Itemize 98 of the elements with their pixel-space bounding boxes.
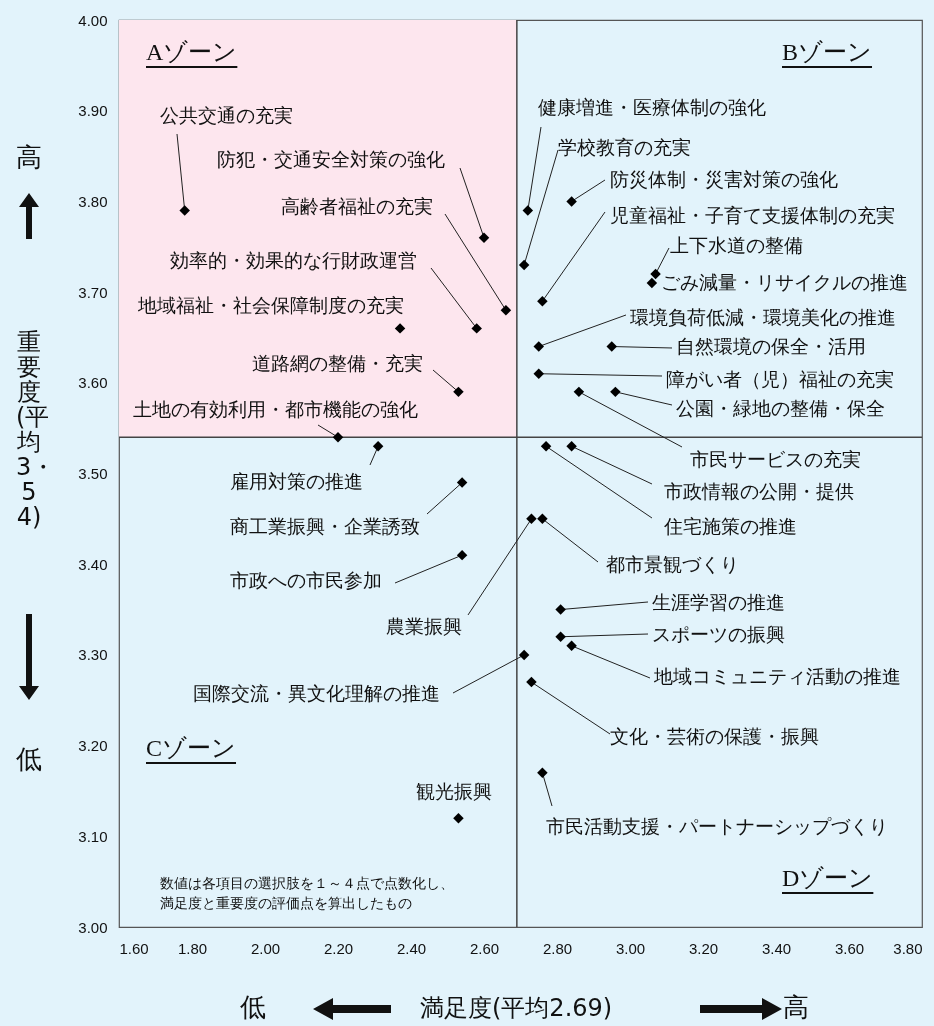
point xyxy=(500,305,512,316)
point xyxy=(179,205,190,216)
annotation: 障がい者（児）福祉の充実 xyxy=(666,368,894,390)
annotation: 国際交流・異文化理解の推進 xyxy=(193,682,440,704)
y-tick-label: 3.30 xyxy=(78,646,108,664)
annotation: 市民サービスの充実 xyxy=(690,448,861,470)
annotation: 防犯・交通安全対策の強化 xyxy=(217,148,445,170)
point xyxy=(526,513,537,525)
x-tick-label: 1.60 xyxy=(119,939,149,957)
y-tick-label: 3.90 xyxy=(78,102,108,120)
point xyxy=(537,295,548,307)
point xyxy=(478,232,490,243)
point xyxy=(537,513,548,525)
annotation: 自然環境の保全・活用 xyxy=(676,335,866,357)
point xyxy=(573,386,585,398)
point xyxy=(522,205,534,216)
x-axis-title: 満足度(平均2.69) xyxy=(420,993,613,1024)
x-tick-label: 1.80 xyxy=(177,939,208,957)
annotation: 健康増進・医療体制の強化 xyxy=(538,96,766,118)
point xyxy=(526,676,537,688)
point xyxy=(537,767,548,779)
annotation: 市政情報の公開・提供 xyxy=(664,480,854,502)
annotation: 文化・芸術の保護・振興 xyxy=(610,725,819,747)
annotation: スポーツの振興 xyxy=(652,623,785,645)
annotation: 農業振興 xyxy=(386,615,462,637)
y-tick-label: 3.10 xyxy=(78,827,108,845)
y-tick-label: 3.20 xyxy=(78,737,108,755)
annotation: 市政への市民参加 xyxy=(230,569,382,591)
text: 低 xyxy=(240,991,266,1024)
annotation: 防災体制・災害対策の強化 xyxy=(610,168,838,190)
point xyxy=(555,604,566,615)
point xyxy=(533,368,544,379)
x-tick-label: 2.00 xyxy=(250,939,281,957)
x-tick-label: 3.80 xyxy=(893,939,923,957)
x-tick-label: 2.80 xyxy=(542,939,573,957)
y-tick-label: 3.70 xyxy=(78,283,108,301)
y-tick-label: 3.40 xyxy=(78,555,108,573)
annotation: 高齢者福祉の充実 xyxy=(281,195,433,217)
point xyxy=(646,277,658,289)
y-tick-label: 3.60 xyxy=(78,374,108,392)
point xyxy=(372,441,384,452)
annotation: Aゾーン xyxy=(146,38,238,67)
point xyxy=(518,259,530,271)
y-tick-label: 3.80 xyxy=(78,192,108,210)
x-tick-label: 3.20 xyxy=(688,939,719,957)
x-tick-label: 3.00 xyxy=(615,939,646,957)
point xyxy=(566,196,577,207)
y-tick-label: 3.50 xyxy=(78,465,108,482)
annotation: 雇用対策の推進 xyxy=(230,470,363,492)
annotation: 児童福祉・子育て支援体制の充実 xyxy=(610,204,895,226)
annotation: 土地の有効利用・都市機能の強化 xyxy=(133,398,418,420)
annotation: 住宅施策の推進 xyxy=(663,515,797,537)
x-tick-label: 2.40 xyxy=(396,939,427,957)
text: 高 xyxy=(783,991,809,1024)
point xyxy=(566,640,577,652)
point xyxy=(540,441,552,452)
x-tick-label: 3.60 xyxy=(834,939,865,957)
y-axis-title: 重要度(平均3・54) xyxy=(16,328,56,531)
point xyxy=(456,549,468,561)
point xyxy=(610,386,621,398)
annotation: 都市景観づくり xyxy=(606,553,739,575)
text: 高 xyxy=(16,141,42,174)
point xyxy=(456,477,468,488)
annotation: 市民活動支援・パートナーシップづくり xyxy=(546,815,888,837)
y-tick-label: 4.00 xyxy=(78,11,108,29)
point xyxy=(332,431,344,443)
point xyxy=(394,323,406,334)
annotation: Dゾーン xyxy=(782,864,874,893)
point xyxy=(555,631,566,642)
point xyxy=(650,268,661,280)
point xyxy=(471,323,482,334)
annotation: 生涯学習の推進 xyxy=(652,591,785,613)
annotation: 地域福祉・社会保障制度の充実 xyxy=(137,294,405,317)
annotation: 上下水道の整備 xyxy=(670,234,803,256)
annotation: 公園・緑地の整備・保全 xyxy=(676,397,885,419)
text: 低 xyxy=(16,743,42,776)
annotation: 学校教育の充実 xyxy=(558,136,691,158)
point xyxy=(533,341,544,352)
annotation: 商工業振興・企業誘致 xyxy=(230,515,420,537)
y-tick-label: 3.00 xyxy=(78,918,108,936)
annotation: Cゾーン xyxy=(146,734,237,763)
x-tick-label: 2.20 xyxy=(323,939,354,957)
annotation: ごみ減量・リサイクルの推進 xyxy=(660,271,908,294)
annotation: 道路網の整備・充実 xyxy=(252,352,423,374)
annotation: Bゾーン xyxy=(782,38,873,67)
annotation: 数値は各項目の選択肢を１～４点で点数化し、満足度と重要度の評価点を算出したもの xyxy=(160,874,455,913)
point xyxy=(606,341,617,352)
x-tick-label: 3.40 xyxy=(761,939,792,957)
annotation: 観光振興 xyxy=(416,780,493,803)
point xyxy=(453,386,464,398)
point xyxy=(518,649,530,661)
annotation: 効率的・効果的な行財政運営 xyxy=(170,249,417,271)
annotation: 地域コミュニティ活動の推進 xyxy=(653,665,901,687)
annotation: 環境負荷低減・環境美化の推進 xyxy=(630,306,896,328)
annotation: 公共交通の充実 xyxy=(160,104,293,126)
x-tick-label: 2.60 xyxy=(469,939,500,957)
point xyxy=(453,812,464,824)
point xyxy=(566,441,577,452)
